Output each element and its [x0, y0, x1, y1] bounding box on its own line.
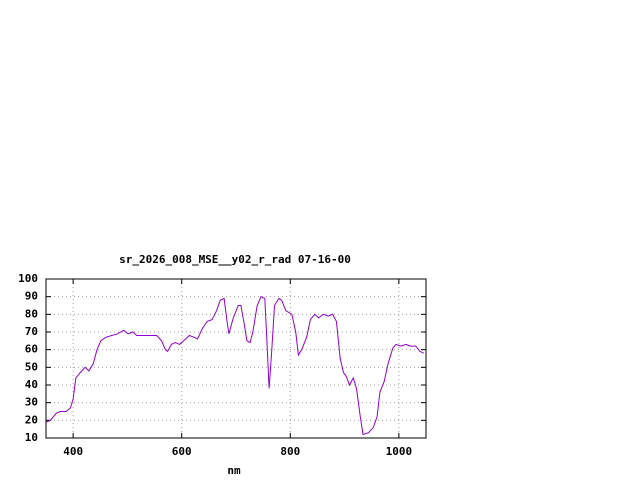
- y-tick-label: 90: [25, 290, 38, 303]
- chart-title: sr_2026_008_MSE__y02_r_rad 07-16-00: [119, 253, 351, 266]
- data-line: [46, 296, 425, 436]
- x-tick-label: 1000: [386, 445, 413, 458]
- y-tick-label: 10: [25, 431, 38, 444]
- y-tick-label: 40: [25, 378, 38, 391]
- x-tick-label: 400: [63, 445, 83, 458]
- y-tick-label: 50: [25, 360, 38, 373]
- y-tick-label: 100: [18, 272, 38, 285]
- y-tick-label: 30: [25, 396, 38, 409]
- y-tick-label: 20: [25, 413, 38, 426]
- y-tick-label: 80: [25, 307, 38, 320]
- y-tick-label: 70: [25, 325, 38, 338]
- x-axis-label: nm: [227, 464, 241, 477]
- x-tick-label: 600: [172, 445, 192, 458]
- x-tick-label: 800: [280, 445, 300, 458]
- plot-border: [45, 278, 427, 439]
- y-tick-label: 60: [25, 343, 38, 356]
